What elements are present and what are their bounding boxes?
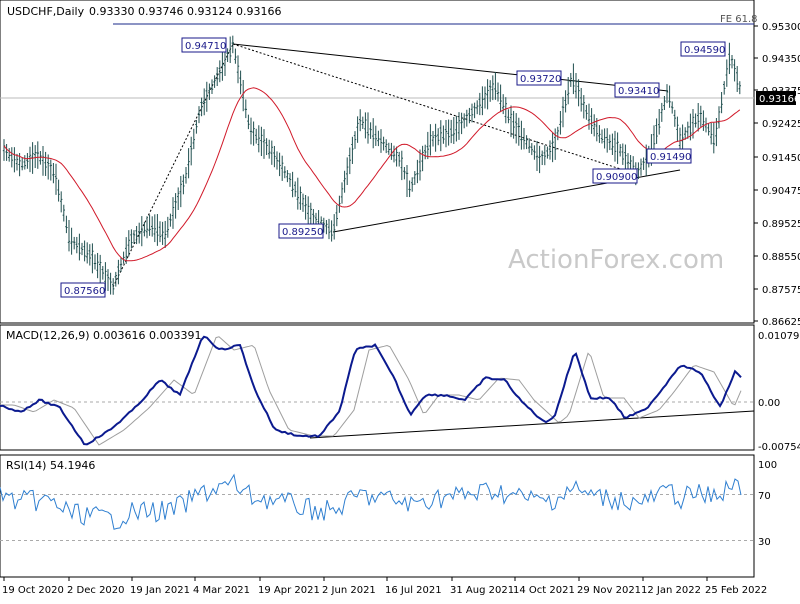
price-y-tick-label: 0.86625 (762, 317, 800, 328)
price-header-ohlc: 0.93330 0.93746 0.93124 0.93166 (89, 5, 281, 18)
x-axis-label: 2 Dec 2020 (67, 585, 125, 596)
x-axis-label: 19 Jan 2021 (130, 585, 190, 596)
x-axis-label: 29 Nov 2021 (577, 585, 641, 596)
fib-label: FE 61.8 (720, 14, 758, 25)
price-y-tick-label: 0.91450 (762, 153, 800, 164)
price-annotation-box (646, 148, 692, 164)
macd-signal-line (0, 336, 742, 446)
macd-line (0, 335, 742, 446)
macd-y-tick-label: -0.007548 (758, 442, 800, 453)
dotted-fib-line-1 (112, 43, 234, 288)
price-annotation-box (614, 82, 660, 98)
price-annotation-label: 0.89250 (282, 227, 323, 238)
upper-trendline (232, 43, 669, 92)
rsi-y-tick-label: 30 (758, 537, 771, 548)
rsi-title: RSI(14) 54.1946 (6, 459, 95, 472)
price-annotation-label: 0.87560 (64, 286, 105, 297)
macd-trendline (309, 410, 755, 439)
rsi-panel-frame (0, 454, 755, 578)
price-annotation-label: 0.94710 (185, 41, 226, 52)
price-annotation-label: 0.94590 (684, 45, 725, 56)
watermark: ActionForex.com (508, 245, 724, 275)
price-annotation-label: 0.93410 (618, 86, 659, 97)
x-axis-label: 19 Oct 2020 (2, 585, 64, 596)
price-y-tick-label: 0.94350 (762, 54, 800, 65)
x-axis-label: 25 Feb 2022 (705, 585, 767, 596)
price-annotation-box (516, 70, 562, 86)
rsi-line (0, 473, 742, 530)
price-header-symbol: USDCHF,Daily (7, 5, 85, 18)
price-annotation-label: 0.91490 (650, 152, 691, 163)
x-axis-label: 2 Jun 2021 (322, 585, 376, 596)
rsi-y-tick-label: 100 (758, 460, 777, 471)
current-price-box (756, 91, 796, 105)
macd-title: MACD(12,26,9) 0.003616 0.003391 (6, 329, 202, 342)
price-y-tick-label: 0.92425 (762, 119, 800, 130)
price-y-tick-label: 0.87575 (762, 285, 800, 296)
moving-average-line (3, 87, 741, 262)
x-axis-label: 14 Oct 2021 (513, 585, 575, 596)
price-annotation-box (592, 168, 638, 184)
x-axis-label: 31 Aug 2021 (450, 585, 514, 596)
price-y-tick-label: 0.88550 (762, 252, 800, 263)
x-axis-label: 4 Mar 2021 (193, 585, 250, 596)
x-axis-label: 19 Apr 2021 (258, 585, 320, 596)
macd-y-tick-label: 0.010797 (758, 331, 800, 342)
x-axis-label: 12 Jan 2022 (641, 585, 701, 596)
macd-panel-frame (0, 324, 755, 451)
price-annotation-box (60, 282, 106, 298)
price-annotation-label: 0.93720 (520, 74, 561, 85)
price-y-tick-label: 0.90475 (762, 186, 800, 197)
price-panel-frame (0, 0, 755, 324)
macd-y-tick-label: 0.00 (758, 398, 780, 409)
price-annotation-box (278, 223, 324, 239)
x-axis-label: 16 Jul 2021 (385, 585, 442, 596)
rsi-y-tick-label: 70 (758, 491, 771, 502)
price-annotation-box (680, 41, 726, 57)
dotted-fib-line-2 (232, 43, 637, 175)
price-y-tick-label: 0.95300 (762, 22, 800, 33)
price-annotation-label: 0.90900 (596, 172, 637, 183)
current-price-label: 0.93166 (759, 94, 800, 105)
price-annotation-box (181, 37, 227, 53)
price-y-tick-label: 0.89525 (762, 219, 800, 230)
